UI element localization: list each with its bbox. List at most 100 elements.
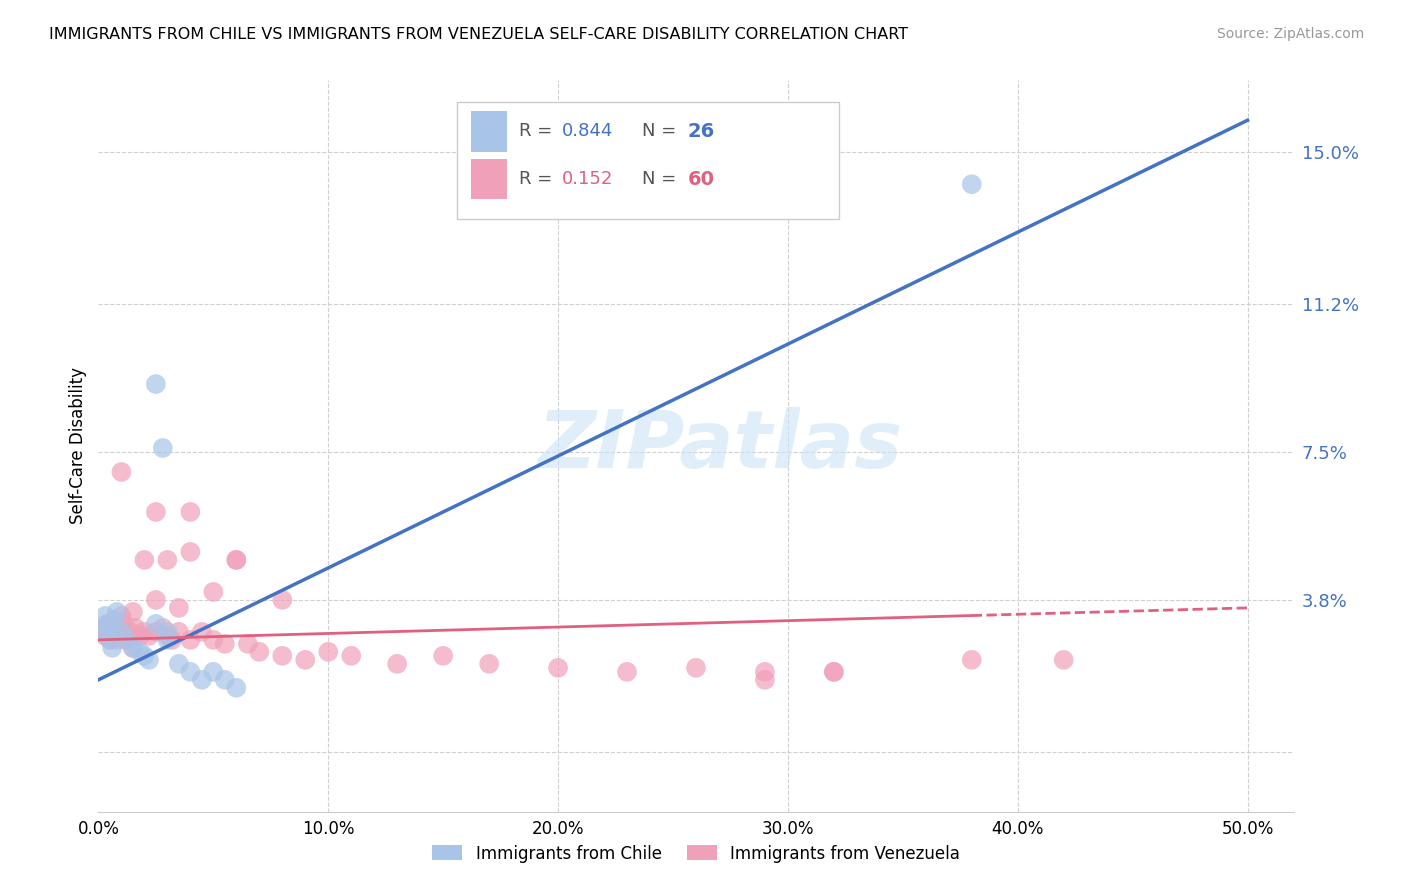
Point [134, 553, 156, 567]
Point [98, 624, 121, 639]
Point [94, 608, 117, 623]
Text: 0.152: 0.152 [562, 170, 613, 188]
Point [128, 645, 150, 659]
Point [1053, 653, 1076, 667]
Point [110, 624, 132, 639]
Point [124, 621, 146, 635]
Point [271, 593, 294, 607]
Point [225, 553, 247, 567]
Point [823, 665, 845, 679]
Point [145, 593, 167, 607]
Point [134, 648, 156, 663]
Point [160, 632, 183, 647]
Point [122, 640, 145, 655]
Point [108, 621, 131, 635]
Point [385, 657, 409, 671]
Point [122, 640, 145, 655]
Point [103, 613, 125, 627]
Point [754, 673, 776, 687]
Point [167, 600, 190, 615]
Point [115, 632, 138, 647]
Point [167, 624, 190, 639]
Text: R =: R = [519, 170, 564, 188]
FancyBboxPatch shape [471, 112, 508, 152]
Point [98, 624, 121, 639]
Point [91, 621, 114, 635]
Text: Source: ZipAtlas.com: Source: ZipAtlas.com [1216, 27, 1364, 41]
Point [685, 661, 707, 675]
Point [152, 621, 174, 635]
Point [120, 624, 142, 639]
Text: N =: N = [643, 122, 682, 140]
Point [122, 605, 145, 619]
Text: 0.844: 0.844 [562, 122, 613, 140]
Point [202, 585, 225, 599]
Point [156, 624, 179, 639]
Point [98, 632, 121, 647]
Point [156, 553, 179, 567]
Point [103, 616, 125, 631]
Point [478, 657, 501, 671]
Point [112, 616, 135, 631]
Point [271, 648, 294, 663]
Text: R =: R = [519, 122, 558, 140]
Point [316, 645, 339, 659]
Point [110, 624, 132, 639]
Point [202, 632, 225, 647]
Point [101, 640, 124, 655]
Point [156, 632, 179, 647]
Text: 60: 60 [688, 169, 714, 188]
Point [202, 665, 225, 679]
Point [167, 657, 190, 671]
Point [823, 665, 845, 679]
Text: 26: 26 [688, 122, 714, 141]
Point [145, 377, 167, 392]
Point [236, 637, 259, 651]
Point [294, 653, 316, 667]
Point [115, 632, 138, 647]
Point [145, 505, 167, 519]
Point [138, 653, 160, 667]
Point [960, 178, 983, 192]
Point [94, 629, 117, 643]
Point [138, 629, 160, 643]
Point [225, 681, 247, 695]
Point [105, 632, 128, 647]
Point [134, 624, 156, 639]
Point [432, 648, 454, 663]
Point [110, 608, 132, 623]
Point [90, 624, 112, 639]
Point [145, 624, 167, 639]
Point [191, 624, 214, 639]
Point [152, 441, 174, 455]
Point [179, 545, 201, 559]
Point [340, 648, 363, 663]
Point [179, 665, 201, 679]
Point [101, 624, 124, 639]
FancyBboxPatch shape [471, 159, 508, 199]
Point [247, 645, 270, 659]
FancyBboxPatch shape [457, 103, 839, 219]
Point [179, 632, 201, 647]
Point [214, 673, 236, 687]
Text: IMMIGRANTS FROM CHILE VS IMMIGRANTS FROM VENEZUELA SELF-CARE DISABILITY CORRELAT: IMMIGRANTS FROM CHILE VS IMMIGRANTS FROM… [49, 27, 908, 42]
Point [754, 665, 776, 679]
Point [145, 616, 167, 631]
Point [128, 629, 150, 643]
Legend: Immigrants from Chile, Immigrants from Venezuela: Immigrants from Chile, Immigrants from V… [426, 838, 966, 869]
Point [960, 653, 983, 667]
Point [98, 632, 121, 647]
Text: ZIPatlas: ZIPatlas [537, 407, 903, 485]
Text: N =: N = [643, 170, 682, 188]
Point [156, 629, 179, 643]
Point [105, 605, 128, 619]
Point [110, 465, 132, 479]
Point [225, 553, 247, 567]
Point [97, 616, 120, 631]
Point [616, 665, 638, 679]
Point [91, 624, 114, 639]
Point [97, 616, 120, 631]
Point [191, 673, 214, 687]
Y-axis label: Self-Care Disability: Self-Care Disability [69, 368, 87, 524]
Point [179, 505, 201, 519]
